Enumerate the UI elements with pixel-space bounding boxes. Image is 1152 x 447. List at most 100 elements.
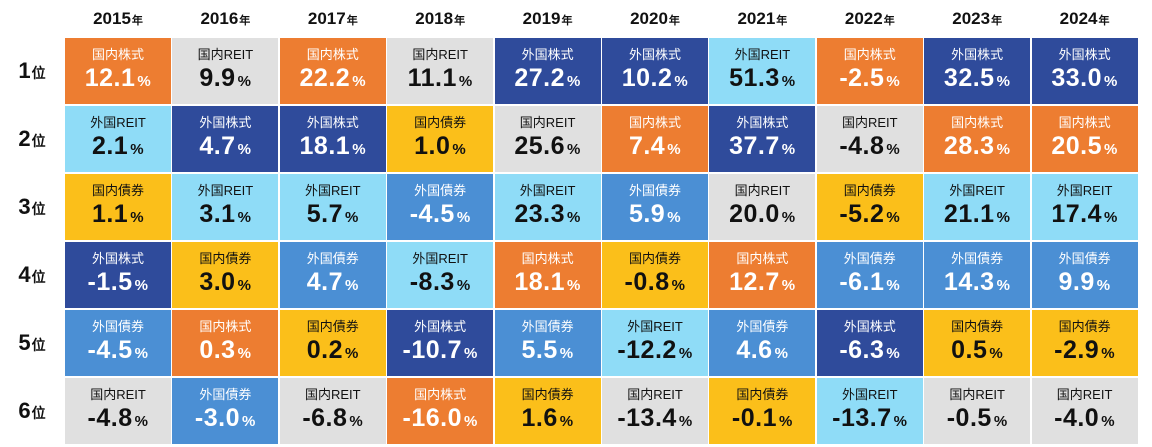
return-value: 9.9% — [199, 64, 251, 96]
percent-suffix: % — [1101, 344, 1116, 362]
return-value: 11.1% — [408, 64, 473, 96]
ranking-cell: 国内株式 20.5% — [1031, 106, 1138, 172]
year-label: 2016 — [200, 9, 239, 28]
year-label: 2024 — [1059, 9, 1098, 28]
ranking-cell: 国内REIT -4.0% — [1031, 378, 1138, 444]
percent-suffix: % — [345, 276, 359, 294]
asset-class-label: 外国債券 — [736, 318, 789, 334]
asset-class-label: 外国債券 — [199, 386, 252, 402]
return-value: 51.3% — [729, 64, 796, 96]
return-number: 10.2 — [621, 63, 673, 92]
percent-suffix: % — [567, 276, 581, 294]
percent-suffix: % — [352, 140, 367, 158]
year-header: 2020 年 — [602, 0, 708, 38]
rank-number: 3 — [18, 194, 31, 219]
ranking-cell: 外国REIT 5.7% — [279, 174, 386, 240]
year-label: 2020 — [630, 9, 668, 28]
year-label: 2015 — [93, 9, 131, 28]
percent-suffix: % — [237, 208, 252, 226]
ranking-cell: 外国株式 -6.3% — [816, 310, 923, 376]
asset-class-label: 国内REIT — [90, 386, 146, 402]
ranking-cell: 外国株式 32.5% — [924, 38, 1031, 104]
return-number: 20.5 — [1051, 131, 1102, 160]
ranking-cell: 外国REIT 2.1% — [65, 106, 171, 172]
year-label: 2017 — [307, 9, 346, 28]
percent-suffix: % — [667, 140, 682, 158]
return-number: -5.2 — [839, 199, 885, 228]
percent-suffix: % — [678, 344, 693, 362]
ranking-cell: 国内REIT -4.8% — [65, 378, 171, 444]
asset-class-label: 外国REIT — [1056, 182, 1113, 198]
return-number: 1.6 — [521, 403, 558, 432]
return-number: 37.7 — [729, 131, 780, 160]
return-value: 7.4% — [629, 132, 681, 164]
rank-number: 1 — [18, 58, 31, 83]
percent-suffix: % — [781, 72, 796, 90]
percent-suffix: % — [237, 276, 252, 294]
percent-suffix: % — [674, 72, 689, 90]
asset-class-label: 国内株式 — [306, 46, 359, 62]
asset-class-label: 外国REIT — [627, 318, 683, 334]
year-suffix: 年 — [668, 15, 680, 27]
return-value: -5.2% — [839, 200, 900, 232]
percent-suffix: % — [781, 276, 796, 294]
asset-class-label: 外国株式 — [306, 114, 359, 130]
ranking-cell: 国内REIT -6.8% — [279, 378, 386, 444]
return-value: -4.8% — [839, 132, 900, 164]
return-number: 5.7 — [306, 199, 343, 228]
ranking-cell: 国内REIT -0.5% — [924, 378, 1031, 444]
asset-class-label: 外国REIT — [197, 182, 254, 198]
ranking-cell: 国内債券 0.2% — [279, 310, 386, 376]
year-header: 2023 年 — [924, 0, 1030, 38]
percent-suffix: % — [567, 208, 581, 226]
year-suffix: 年 — [454, 15, 466, 27]
percent-suffix: % — [345, 208, 359, 226]
asset-class-label: 外国債券 — [521, 318, 574, 334]
year-suffix: 年 — [239, 15, 251, 27]
return-value: -3.0% — [195, 404, 256, 436]
ranking-cell: 国内株式 22.2% — [279, 38, 386, 104]
ranking-cell: 国内債券 1.0% — [387, 106, 494, 172]
ranking-cell: 外国株式 -10.7% — [387, 310, 494, 376]
rank-number: 5 — [18, 330, 31, 355]
ranking-cell: 国内REIT 25.6% — [494, 106, 601, 172]
return-number: 25.6 — [514, 131, 565, 160]
asset-class-label: 外国REIT — [412, 250, 468, 266]
asset-class-label: 国内株式 — [628, 114, 681, 130]
return-number: 4.7 — [306, 267, 343, 296]
return-value: 0.3% — [199, 336, 251, 368]
return-number: 2.1 — [91, 131, 129, 160]
asset-class-label: 国内REIT — [1056, 386, 1113, 402]
return-value: 27.2% — [514, 64, 581, 96]
rank-suffix: 位 — [31, 405, 46, 421]
return-value: 5.7% — [307, 200, 359, 232]
asset-class-label: 外国REIT — [90, 114, 146, 130]
ranking-cell: 外国債券 4.6% — [709, 310, 816, 376]
ranking-cell: 外国債券 -4.5% — [387, 174, 494, 240]
year-header: 2022 年 — [817, 0, 923, 38]
return-number: 33.0 — [1051, 63, 1102, 92]
return-number: 28.3 — [943, 131, 995, 160]
ranking-cell: 外国債券 -3.0% — [172, 378, 279, 444]
ranking-cell: 外国REIT 23.3% — [494, 174, 601, 240]
ranking-cell: 外国REIT 21.1% — [924, 174, 1031, 240]
return-number: 1.1 — [91, 199, 129, 228]
asset-class-label: 国内債券 — [306, 318, 359, 334]
asset-class-label: 外国債券 — [306, 250, 359, 266]
ranking-cell: 国内債券 0.5% — [924, 310, 1031, 376]
year-suffix: 年 — [776, 15, 788, 27]
ranking-cell: 国内株式 -2.5% — [816, 38, 923, 104]
return-number: -0.8 — [624, 267, 670, 296]
percent-suffix: % — [349, 412, 364, 430]
asset-class-label: 国内REIT — [412, 46, 468, 62]
return-number: 3.0 — [199, 267, 236, 296]
rank-number: 4 — [18, 262, 31, 287]
return-number: 12.1 — [84, 63, 136, 92]
percent-suffix: % — [134, 344, 149, 362]
ranking-cell: 外国REIT 51.3% — [709, 38, 816, 104]
year-label: 2021 — [737, 9, 776, 28]
asset-class-label: 外国株式 — [91, 250, 144, 266]
ranking-cell: 国内債券 -0.1% — [709, 378, 816, 444]
return-number: 27.2 — [514, 63, 565, 92]
